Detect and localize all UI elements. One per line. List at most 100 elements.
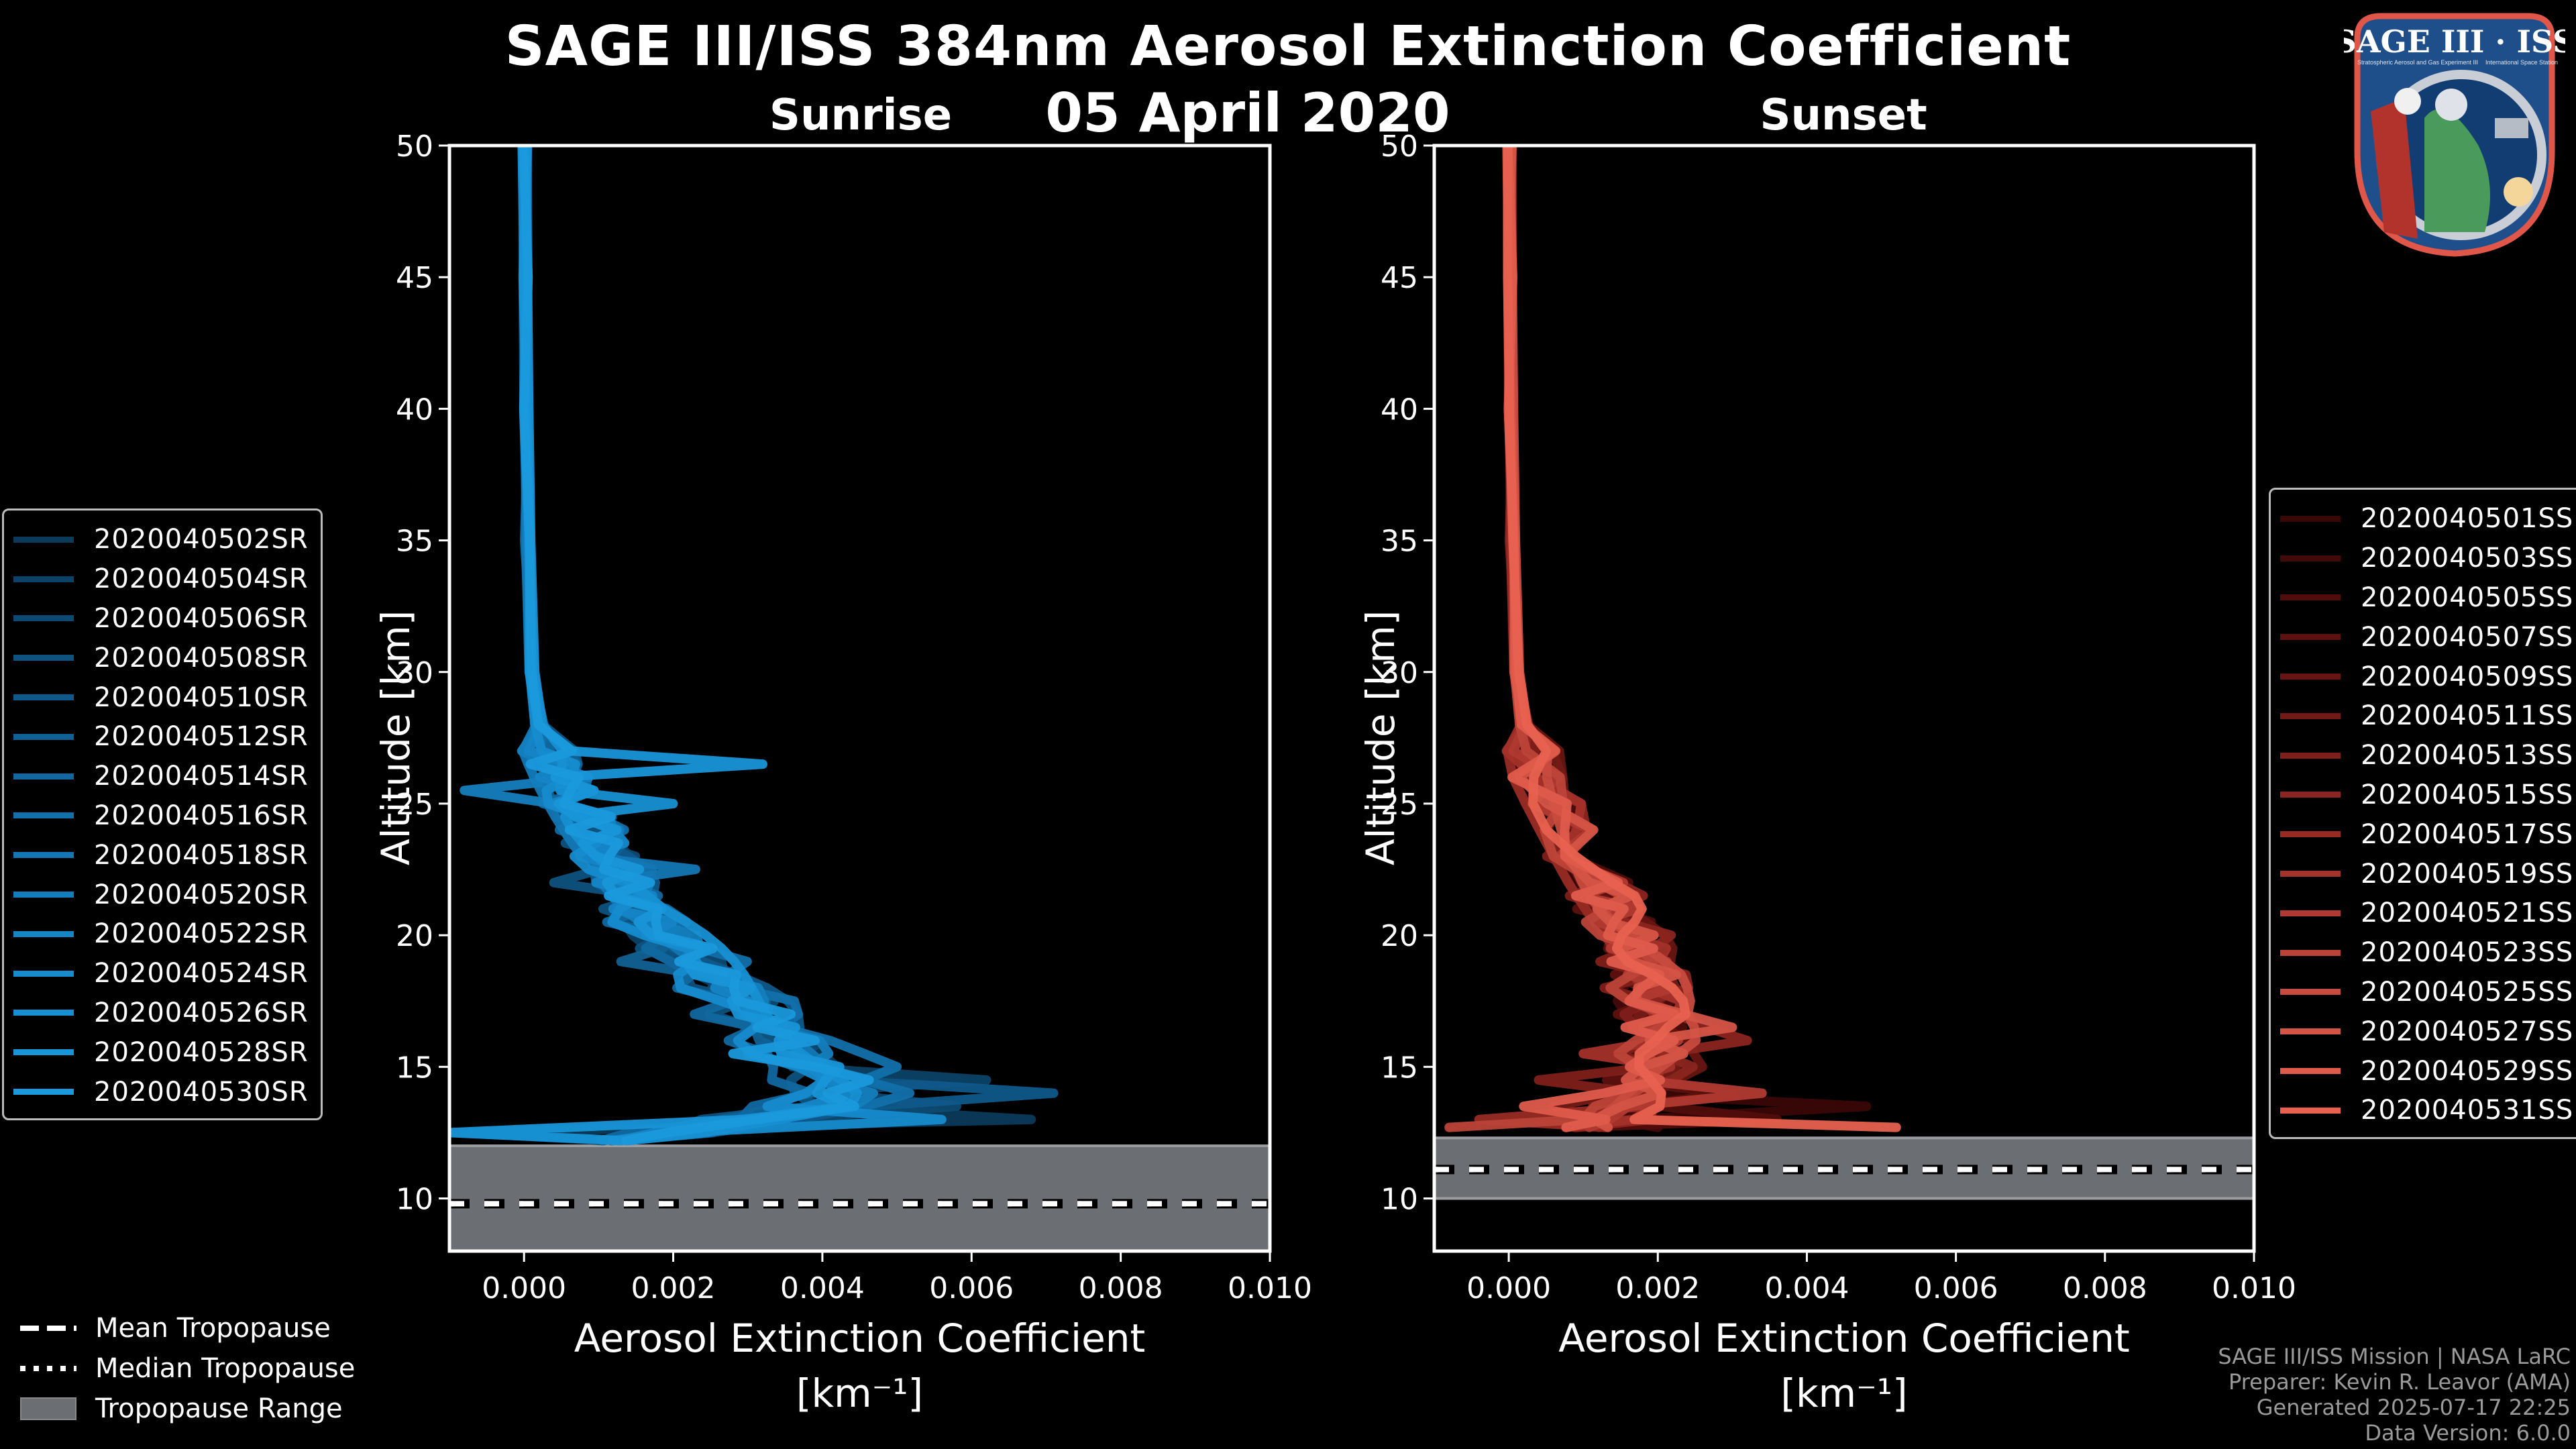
legend-item: 2020040527SS xyxy=(2280,1012,2573,1051)
sunrise-legend: 2020040502SR 2020040504SR 2020040506SR 2020… xyxy=(2,508,323,1120)
legend-swatch xyxy=(13,536,74,543)
y-tick-label: 10 xyxy=(1381,1183,1418,1217)
y-tick-label: 40 xyxy=(1381,392,1418,427)
legend-label: 2020040504SR xyxy=(94,564,309,595)
legend-label: 2020040501SS xyxy=(2361,503,2574,535)
legend-swatch xyxy=(2280,1068,2341,1075)
legend-item: 2020040519SS xyxy=(2280,854,2573,894)
y-tick-label: 45 xyxy=(1381,261,1418,295)
legend-label: 2020040512SR xyxy=(94,721,309,753)
legend-median-tropopause: Median Tropopause xyxy=(20,1348,355,1389)
legend-label: 2020040528SR xyxy=(94,1036,309,1068)
legend-swatch xyxy=(2280,752,2341,759)
legend-label: Mean Tropopause xyxy=(95,1313,331,1344)
legend-swatch xyxy=(2280,949,2341,956)
credit-line: Preparer: Kevin R. Leavor (AMA) xyxy=(2228,1369,2571,1395)
tropopause-range-band xyxy=(1434,1136,2254,1200)
logo-subtitle-left: Stratospheric Aerosol and Gas Experiment… xyxy=(2357,59,2478,66)
legend-label: 2020040522SR xyxy=(94,918,309,950)
legend-item: 2020040506SR xyxy=(13,599,309,639)
y-tick-label: 15 xyxy=(1381,1051,1418,1085)
legend-item: 2020040502SR xyxy=(13,520,309,559)
legend-label: 2020040515SS xyxy=(2361,779,2574,810)
y-tick-label: 45 xyxy=(396,261,433,295)
sunset-plot: 10 15 20 25 30 35 40 45 50 0.000 0.002 0.004 0.006 0.… xyxy=(1358,129,2296,1416)
legend-item: 2020040514SR xyxy=(13,757,309,796)
legend-swatch xyxy=(13,852,74,859)
profile-line-2020040510SR xyxy=(518,146,1059,1146)
legend-label: 2020040516SR xyxy=(94,800,309,831)
profile-line-2020040531SS xyxy=(1503,146,1901,1132)
y-tick-label: 30 xyxy=(396,656,433,690)
y-tick-label: 35 xyxy=(396,525,433,559)
legend-label: Median Tropopause xyxy=(95,1353,356,1384)
legend-label: 2020040523SS xyxy=(2361,937,2574,969)
legend-item: 2020040517SS xyxy=(2280,814,2573,854)
legend-item: 2020040511SS xyxy=(2280,696,2573,736)
y-axis-title: Altitude [km] xyxy=(373,610,419,865)
sunset-panel-title: Sunset xyxy=(1760,91,1927,140)
legend-swatch xyxy=(2280,871,2341,877)
legend-label: 2020040506SR xyxy=(94,602,309,634)
x-axis-units: [km⁻¹] xyxy=(796,1371,923,1416)
legend-label: 2020040503SS xyxy=(2361,543,2574,574)
legend-label: 2020040514SR xyxy=(94,761,309,792)
x-axis-title: Aerosol Extinction Coefficient xyxy=(574,1316,1146,1361)
legend-label: 2020040525SS xyxy=(2361,976,2574,1008)
x-tick-label: 0.002 xyxy=(631,1271,716,1305)
legend-swatch xyxy=(13,615,74,622)
legend-item: 2020040525SS xyxy=(2280,973,2573,1012)
credit-line: SAGE III/ISS Mission | NASA LaRC xyxy=(2218,1344,2571,1369)
logo-subtitle-right: International Space Station xyxy=(2485,59,2558,66)
legend-tropopause-range: Tropopause Range xyxy=(20,1389,355,1429)
y-tick-label: 20 xyxy=(396,919,433,953)
credits: SAGE III/ISS Mission | NASA LaRC Prepare… xyxy=(2218,1344,2571,1446)
legend-swatch xyxy=(13,733,74,740)
x-tick-label: 0.004 xyxy=(1764,1271,1849,1305)
y-tick-label: 40 xyxy=(396,392,433,427)
legend-label: 2020040513SS xyxy=(2361,740,2574,771)
legend-swatch xyxy=(13,694,74,701)
legend-item: 2020040526SR xyxy=(13,994,309,1033)
legend-swatch xyxy=(13,655,74,661)
y-tick-label: 25 xyxy=(396,788,433,822)
legend-swatch xyxy=(2280,555,2341,561)
tropopause-legend: Mean Tropopause Median Tropopause Tropop… xyxy=(20,1308,355,1429)
x-tick-label: 0.002 xyxy=(1615,1271,1700,1305)
legend-item: 2020040508SR xyxy=(13,638,309,678)
legend-item: 2020040505SS xyxy=(2280,578,2573,618)
x-tick-label: 0.010 xyxy=(2212,1271,2296,1305)
logo-wizard-icon xyxy=(2371,98,2418,239)
sunrise-plot: 10 15 20 25 30 35 40 45 50 0.000 0.002 0.004 0.006 0.… xyxy=(373,129,1312,1416)
legend-swatch xyxy=(2280,594,2341,601)
legend-item: 2020040512SR xyxy=(13,717,309,757)
legend-item: 2020040522SR xyxy=(13,914,309,954)
legend-swatch xyxy=(13,892,74,898)
y-tick-label: 20 xyxy=(1381,919,1418,953)
legend-swatch xyxy=(13,1089,74,1095)
date-title: 05 April 2020 xyxy=(1045,82,1450,144)
legend-swatch xyxy=(2280,712,2341,719)
legend-item: 2020040515SS xyxy=(2280,775,2573,815)
logo-wizard-head xyxy=(2394,88,2421,115)
plot-frame xyxy=(1432,144,2256,1253)
legend-label: Tropopause Range xyxy=(95,1393,343,1424)
legend-label: 2020040531SS xyxy=(2361,1095,2574,1126)
legend-item: 2020040531SS xyxy=(2280,1091,2573,1130)
legend-swatch xyxy=(2280,989,2341,996)
legend-swatch xyxy=(2280,910,2341,916)
sunrise-panel-title: Sunrise xyxy=(769,91,953,140)
logo-iss-icon xyxy=(2495,118,2528,138)
legend-swatch xyxy=(13,930,74,937)
legend-swatch xyxy=(2280,1028,2341,1035)
legend-item: 2020040507SS xyxy=(2280,617,2573,657)
profile-lines xyxy=(1444,146,1901,1132)
y-tick-label: 25 xyxy=(1381,788,1418,822)
legend-label: 2020040517SS xyxy=(2361,818,2574,850)
profile-line-2020040529SS xyxy=(1503,146,1680,1132)
legend-item: 2020040516SR xyxy=(13,796,309,836)
x-tick-label: 0.010 xyxy=(1228,1271,1312,1305)
x-tick-label: 0.000 xyxy=(1466,1271,1551,1305)
logo-earth-icon xyxy=(2424,109,2490,232)
legend-label: 2020040526SR xyxy=(94,997,309,1028)
